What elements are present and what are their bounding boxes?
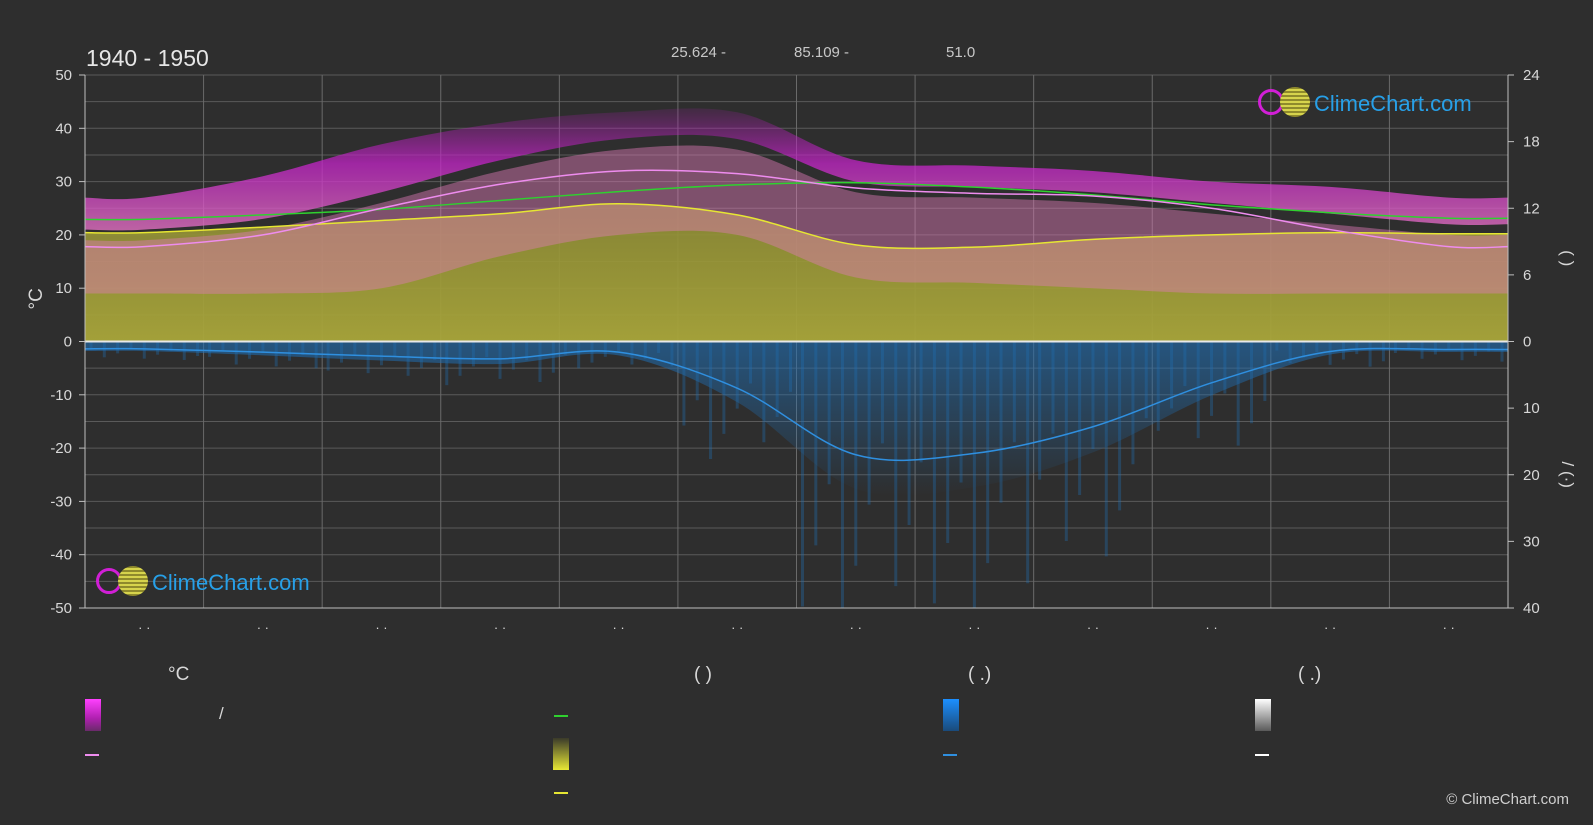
legend-swatch-sunshine-line	[554, 792, 568, 794]
left-axis-label: °C	[26, 288, 47, 309]
left-tick-label: 20	[55, 227, 72, 244]
month-label: · ·	[1443, 620, 1455, 635]
right-tick-label: 12	[1523, 200, 1540, 217]
right-tick-label: 30	[1523, 533, 1540, 550]
month-label: · ·	[850, 620, 862, 635]
right-axis-label-bottom: / (·)	[1558, 462, 1577, 488]
legend-swatch-precip-line	[943, 754, 957, 756]
month-label: · ·	[1324, 620, 1336, 635]
mean-temp-line	[85, 169, 1508, 249]
legend-swatch-precip	[943, 699, 959, 731]
right-axis-label-top: ( )	[1558, 250, 1577, 266]
left-tick-label: 50	[55, 67, 72, 84]
temp-max-band	[85, 108, 1508, 231]
right-tick-label: 24	[1523, 67, 1540, 84]
precip-line	[85, 347, 1508, 462]
logo-top[interactable]: ClimeChart.com	[1258, 87, 1472, 121]
logo-icon	[96, 566, 152, 600]
month-label: · ·	[968, 620, 980, 635]
month-label: · ·	[257, 620, 269, 635]
logo-text: ClimeChart.com	[1314, 91, 1472, 116]
legend-swatch-sunshine	[553, 738, 569, 770]
stat-elevation: 51.0	[946, 44, 976, 61]
logo-bottom[interactable]: ClimeChart.com	[96, 566, 310, 600]
sunshine-line	[85, 203, 1508, 250]
month-label: · ·	[138, 620, 150, 635]
logo-text: ClimeChart.com	[152, 570, 310, 595]
right-tick-label: 40	[1523, 600, 1540, 617]
left-tick-label: 10	[55, 280, 72, 297]
chart-title: 1940 - 1950	[86, 45, 209, 71]
left-tick-label: -50	[50, 600, 72, 617]
legend-slash: /	[219, 704, 224, 723]
right-tick-label: 0	[1523, 334, 1531, 351]
daylight-line	[85, 181, 1508, 221]
precip-area	[85, 341, 1508, 497]
legend-swatch-snow	[1255, 699, 1271, 731]
right-tick-label: 18	[1523, 134, 1540, 151]
legend-header-precip: ( .)	[968, 664, 992, 685]
month-label: · ·	[1205, 620, 1217, 635]
legend-header-snow: ( .)	[1298, 664, 1322, 685]
left-tick-label: 0	[64, 334, 72, 351]
legend-swatch-snow-line	[1255, 754, 1269, 756]
month-label: · ·	[1087, 620, 1099, 635]
temp-min-band	[85, 145, 1508, 294]
legend-header-sunshine: ( )	[694, 664, 712, 685]
right-tick-label: 20	[1523, 467, 1540, 484]
month-label: · ·	[612, 620, 624, 635]
left-tick-label: 40	[55, 120, 72, 137]
data-lines	[85, 169, 1508, 462]
axes: 50 40 30 20 10 0 -10 -20 -30 -40 -50 °C 24 18 12 6 0 10 20…	[26, 67, 1577, 635]
month-label: · ·	[375, 620, 387, 635]
month-label: · ·	[731, 620, 743, 635]
data-bands	[85, 108, 1508, 608]
left-tick-label: -20	[50, 440, 72, 457]
right-tick-label: 10	[1523, 400, 1540, 417]
stat-longitude: 85.109 -	[794, 44, 850, 61]
left-tick-label: -40	[50, 547, 72, 564]
legend-swatch-daylight	[554, 715, 568, 717]
stat-latitude: 25.624 -	[671, 44, 727, 61]
legend-header-temperature: °C	[168, 664, 190, 685]
left-tick-label: -30	[50, 493, 72, 510]
right-tick-label: 6	[1523, 267, 1531, 284]
legend-swatch-temp-band	[85, 699, 101, 731]
month-label: · ·	[494, 620, 506, 635]
sunshine-area	[85, 203, 1508, 342]
left-tick-label: 30	[55, 174, 72, 191]
legend-swatch-mean-temp	[85, 754, 99, 756]
copyright: © ClimeChart.com	[1446, 791, 1569, 808]
left-tick-label: -10	[50, 387, 72, 404]
logo-icon	[1258, 87, 1314, 121]
